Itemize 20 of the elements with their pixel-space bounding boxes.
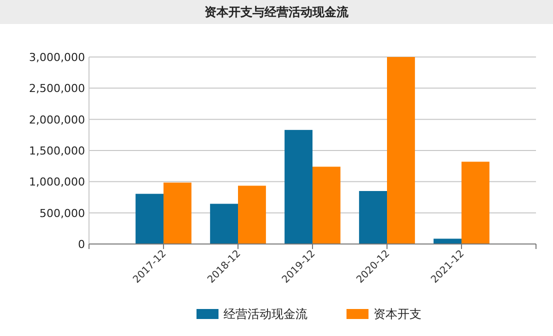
bar [136, 194, 164, 244]
legend-label: 资本开支 [374, 307, 422, 321]
bar [238, 186, 266, 244]
y-tick-label: 1,500,000 [29, 144, 85, 158]
y-tick-label: 2,000,000 [29, 113, 85, 126]
y-tick-label: 0 [78, 238, 85, 251]
bar [434, 238, 462, 244]
chart-title: 资本开支与经营活动现金流 [204, 5, 350, 19]
y-tick-label: 500,000 [40, 206, 85, 220]
legend-label: 经营活动现金流 [224, 307, 308, 321]
bar [284, 130, 312, 244]
bar [462, 162, 490, 244]
bar [387, 57, 415, 244]
y-tick-label: 2,500,000 [29, 82, 85, 96]
bar [312, 166, 340, 244]
bar [164, 182, 192, 244]
y-tick-label: 3,000,000 [29, 51, 85, 64]
bar [210, 204, 238, 244]
y-tick-label: 1,000,000 [29, 176, 85, 189]
bar [359, 191, 387, 244]
